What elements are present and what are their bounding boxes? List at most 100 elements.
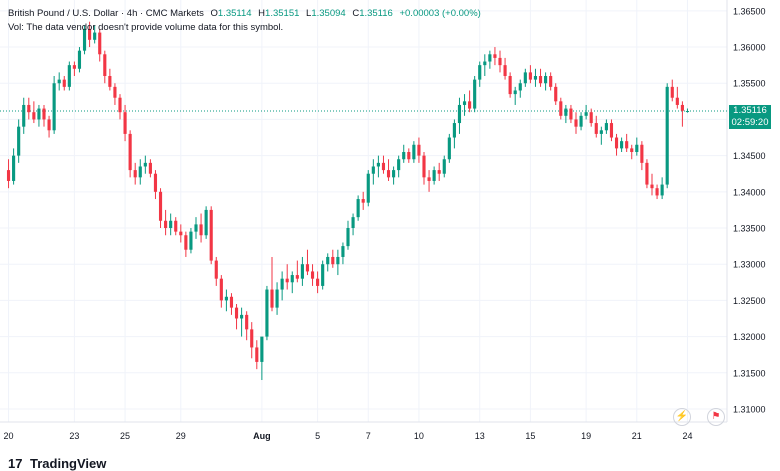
lightning-icon[interactable]: ⚡ xyxy=(673,408,691,426)
candle-body xyxy=(316,278,320,286)
candle-body xyxy=(138,166,142,178)
candle-body xyxy=(574,119,578,127)
candle-body xyxy=(604,123,608,131)
x-tick-label: 24 xyxy=(682,431,692,441)
tradingview-logo[interactable]: 17 TradingView xyxy=(8,456,106,471)
y-tick-label: 1.34500 xyxy=(733,151,766,161)
candle-body xyxy=(452,123,456,138)
last-price-tag: 1.35116 02:59:20 xyxy=(729,105,771,130)
candles xyxy=(6,21,690,381)
candle-body xyxy=(660,184,664,196)
logo-mark: 17 xyxy=(8,456,23,471)
candle-body xyxy=(52,83,56,131)
candle-body xyxy=(407,152,411,160)
candle-body xyxy=(432,170,436,181)
candle-body xyxy=(229,296,234,308)
candle-body xyxy=(88,28,92,40)
flag-icon[interactable]: ⚑ xyxy=(707,408,725,426)
candle-body xyxy=(219,278,223,301)
candle-body xyxy=(169,220,173,229)
candle-body xyxy=(103,54,107,77)
x-tick-label: 21 xyxy=(632,431,642,441)
candle-body xyxy=(204,209,208,236)
candle-body xyxy=(234,307,239,319)
candle-body xyxy=(265,289,269,337)
candle-body xyxy=(462,101,467,105)
x-tick-label: Aug xyxy=(253,431,271,441)
x-tick-label: 13 xyxy=(475,431,485,441)
candle-body xyxy=(341,246,345,257)
candle-body xyxy=(22,104,26,127)
candle-body xyxy=(483,61,487,66)
candle-body xyxy=(310,271,315,279)
candle-body xyxy=(82,28,87,51)
candle-body xyxy=(174,220,178,232)
candle-body xyxy=(518,83,522,91)
candle-body xyxy=(538,76,543,84)
candle-body xyxy=(503,65,507,77)
candle-body xyxy=(579,115,583,127)
candle-body xyxy=(336,256,340,265)
candle-body xyxy=(457,104,462,124)
candle-body xyxy=(381,162,386,171)
candle-body xyxy=(12,155,16,181)
symbol-title: British Pound / U.S. Dollar · 4h · CMC M… xyxy=(8,8,204,19)
x-tick-label: 20 xyxy=(4,431,14,441)
candle-body xyxy=(356,199,360,218)
y-tick-label: 1.34000 xyxy=(733,187,766,197)
candle-body xyxy=(6,170,11,181)
candle-body xyxy=(645,162,649,185)
last-price-value: 1.35116 xyxy=(733,105,767,117)
candle-body xyxy=(270,289,274,308)
y-tick-label: 1.31000 xyxy=(733,404,766,414)
candle-body xyxy=(199,224,203,236)
candle-body xyxy=(630,148,634,153)
candle-body xyxy=(184,235,188,250)
candle-body xyxy=(386,170,391,178)
candle-body xyxy=(189,231,193,250)
candle-body xyxy=(275,289,279,308)
candle-body xyxy=(47,119,51,131)
candle-body xyxy=(528,72,532,80)
candle-body xyxy=(650,184,654,189)
candle-body xyxy=(133,170,137,178)
candle-body xyxy=(437,170,441,174)
candle-body xyxy=(594,123,598,134)
volume-note: Vol: The data vendor doesn't provide vol… xyxy=(8,22,284,33)
x-tick-label: 7 xyxy=(366,431,371,441)
candle-body xyxy=(113,86,117,98)
candle-body xyxy=(493,54,497,58)
time-axis[interactable]: 20 23 25 29 Aug 5 7 10 13 15 19 21 24 xyxy=(4,431,693,441)
candle-body xyxy=(468,101,472,109)
price-axis[interactable]: 1.365001.360001.355001.350001.345001.340… xyxy=(733,6,766,414)
candle-body xyxy=(675,97,679,105)
candle-body xyxy=(665,86,669,185)
y-tick-label: 1.35500 xyxy=(733,79,766,89)
candle-body xyxy=(640,144,644,163)
candle-body xyxy=(422,155,426,178)
candle-body xyxy=(447,137,451,160)
x-tick-label: 15 xyxy=(525,431,535,441)
candle-body xyxy=(361,199,365,203)
candle-body xyxy=(240,314,244,319)
candle-body xyxy=(27,104,31,113)
candle-body xyxy=(366,173,370,203)
grid xyxy=(0,0,727,422)
candle-body xyxy=(513,90,517,95)
candle-body xyxy=(473,79,477,109)
y-tick-label: 1.33500 xyxy=(733,224,766,234)
candle-body xyxy=(108,76,112,87)
legend-ohlc: British Pound / U.S. Dollar · 4h · CMC M… xyxy=(8,8,481,19)
logo-text: TradingView xyxy=(30,456,107,471)
candle-body xyxy=(67,65,71,87)
candle-body xyxy=(402,152,406,160)
candle-body xyxy=(478,65,482,80)
y-tick-label: 1.33000 xyxy=(733,260,766,270)
candle-body xyxy=(564,108,568,116)
candle-body xyxy=(250,329,254,348)
candle-body xyxy=(559,101,563,116)
ohlc-change: +0.00003 (+0.00%) xyxy=(399,8,481,19)
candle-body xyxy=(554,86,558,102)
candle-body xyxy=(326,256,330,265)
